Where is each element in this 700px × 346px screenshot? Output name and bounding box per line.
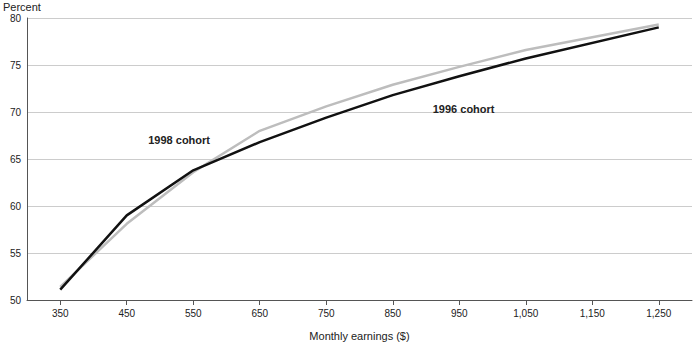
- svg-text:1996 cohort: 1996 cohort: [433, 103, 495, 115]
- svg-text:350: 350: [52, 308, 69, 319]
- svg-text:55: 55: [10, 248, 22, 259]
- svg-text:550: 550: [185, 308, 202, 319]
- svg-text:750: 750: [318, 308, 335, 319]
- svg-text:1,250: 1,250: [646, 308, 671, 319]
- svg-text:60: 60: [10, 201, 22, 212]
- svg-text:Percent: Percent: [3, 1, 41, 13]
- svg-text:1998 cohort: 1998 cohort: [148, 134, 210, 146]
- svg-text:80: 80: [10, 13, 22, 24]
- svg-text:75: 75: [10, 60, 22, 71]
- svg-text:Monthly earnings ($): Monthly earnings ($): [309, 330, 409, 342]
- svg-text:70: 70: [10, 107, 22, 118]
- svg-text:650: 650: [251, 308, 268, 319]
- svg-text:50: 50: [10, 295, 22, 306]
- svg-text:450: 450: [118, 308, 135, 319]
- svg-text:950: 950: [451, 308, 468, 319]
- svg-text:1,050: 1,050: [513, 308, 538, 319]
- svg-text:1,150: 1,150: [580, 308, 605, 319]
- svg-text:65: 65: [10, 154, 22, 165]
- svg-text:850: 850: [384, 308, 401, 319]
